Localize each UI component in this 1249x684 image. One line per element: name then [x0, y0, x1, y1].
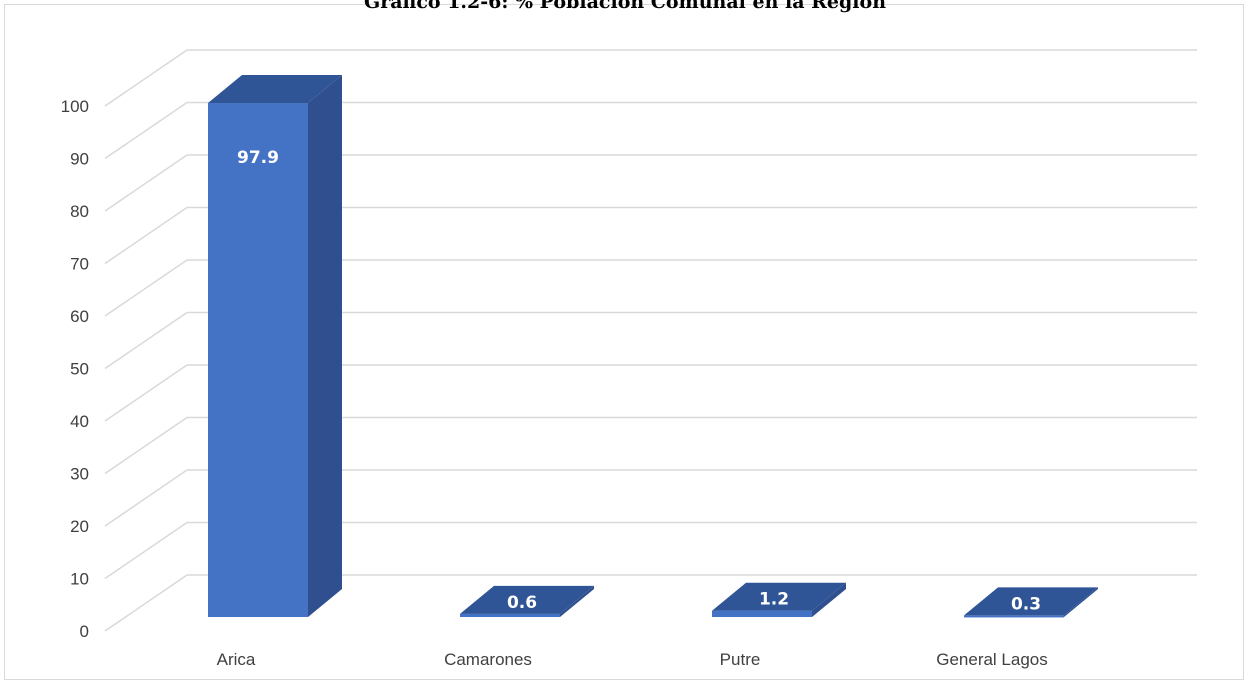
bar-chart: 0 10 20 30 40 50 60 70 80 90 100 97.9 Arica 0.6 Camaro… — [61, 49, 1197, 669]
chart-frame: Gráfico 1.2-6: % Población Comunal en la… — [4, 0, 1244, 680]
gridline-side — [104, 521, 188, 580]
gridline-side — [104, 469, 188, 527]
gridline-side — [104, 154, 188, 212]
gridline-side — [104, 259, 188, 317]
y-tick-label: 90 — [70, 150, 89, 169]
y-tick-label: 0 — [80, 622, 89, 641]
y-tick-label: 30 — [70, 465, 89, 484]
category-label: Camarones — [444, 650, 532, 669]
y-tick-label: 100 — [61, 97, 89, 116]
category-label: Arica — [217, 650, 256, 669]
gridline-side — [104, 49, 188, 107]
bar — [712, 610, 812, 617]
bar-top — [460, 585, 594, 614]
y-tick-label: 40 — [70, 412, 89, 431]
bar-top — [712, 582, 846, 611]
gridline-side — [104, 574, 188, 632]
y-tick-label: 70 — [70, 255, 89, 274]
gridline-side — [104, 364, 188, 422]
category-label: General Lagos — [936, 650, 1048, 669]
y-tick-label: 50 — [70, 360, 89, 379]
bar-side — [1064, 587, 1098, 617]
gridline-side — [104, 101, 188, 160]
chart-title: Gráfico 1.2-6: % Población Comunal en la… — [363, 0, 887, 13]
bar-side — [308, 75, 342, 617]
bar-side — [560, 585, 594, 617]
gridline-side — [104, 416, 188, 475]
bar — [964, 615, 1064, 618]
bar-top — [964, 587, 1098, 616]
y-tick-label: 20 — [70, 517, 89, 536]
bar — [460, 613, 560, 617]
y-tick-label: 60 — [70, 307, 89, 326]
data-label: 0.3 — [1011, 594, 1041, 614]
bar-top — [208, 75, 342, 104]
category-label: Putre — [720, 650, 761, 669]
data-label: 1.2 — [759, 590, 789, 610]
bar-side — [812, 582, 846, 617]
data-label: 97.9 — [237, 148, 279, 168]
gridline-side — [104, 206, 188, 265]
y-tick-label: 10 — [70, 570, 89, 589]
bar — [208, 103, 308, 617]
data-label: 0.6 — [507, 593, 537, 613]
y-tick-label: 80 — [70, 202, 89, 221]
gridline-side — [104, 311, 188, 370]
